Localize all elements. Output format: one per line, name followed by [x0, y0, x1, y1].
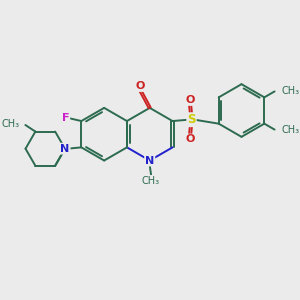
- Text: CH₃: CH₃: [282, 86, 300, 96]
- Text: F: F: [62, 113, 69, 123]
- Text: N: N: [60, 144, 70, 154]
- Text: CH₃: CH₃: [142, 176, 160, 186]
- Text: N: N: [145, 155, 154, 166]
- Text: CH₃: CH₃: [282, 124, 300, 135]
- Text: S: S: [187, 113, 196, 126]
- Text: O: O: [185, 134, 195, 145]
- Text: CH₃: CH₃: [2, 119, 20, 129]
- Text: O: O: [136, 81, 145, 91]
- Text: O: O: [185, 95, 195, 105]
